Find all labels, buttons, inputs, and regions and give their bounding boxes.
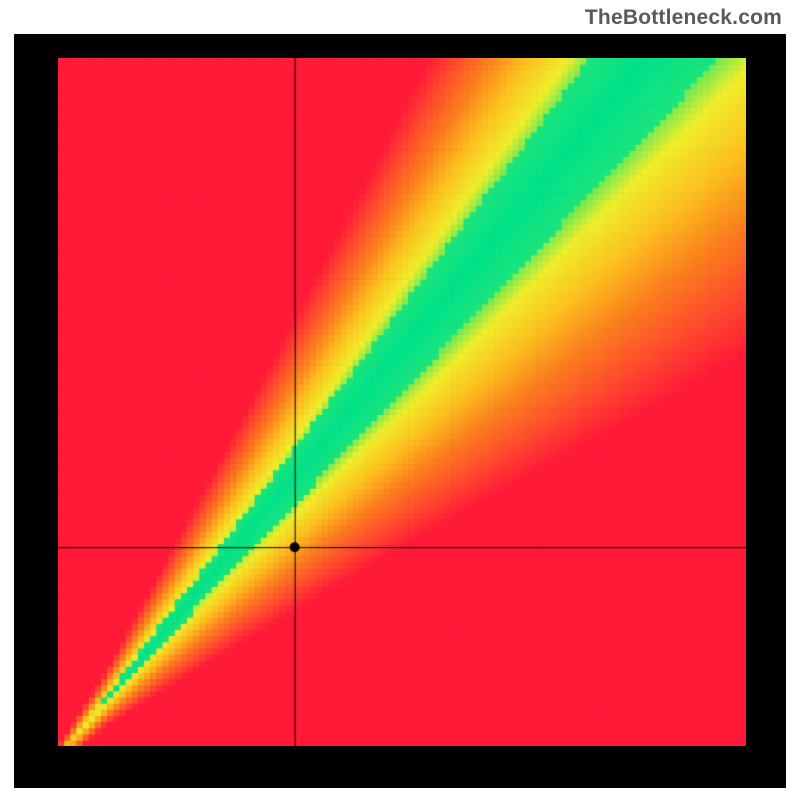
chart-outer-frame [14,34,786,788]
heatmap-plot-area [58,58,746,746]
heatmap-canvas [58,58,746,746]
watermark-text: TheBottleneck.com [585,6,782,30]
